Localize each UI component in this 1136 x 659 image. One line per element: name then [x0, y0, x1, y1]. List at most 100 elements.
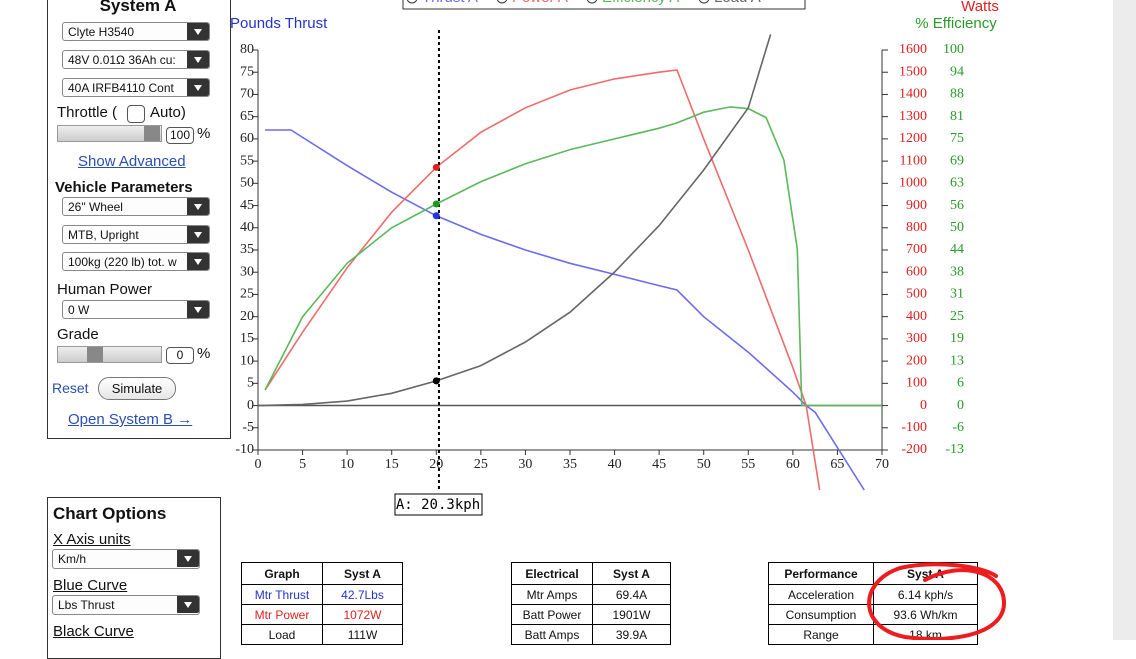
reset-link[interactable]: Reset — [52, 380, 89, 396]
table-cell: Mtr Thrust — [241, 584, 323, 605]
option-label: Black Curve — [53, 623, 134, 640]
select-arrow — [187, 51, 209, 68]
x-tick-label: 10 — [340, 457, 354, 472]
controller-select[interactable]: 40A IRFB4110 Cont — [62, 78, 210, 97]
frame-select[interactable]: MTB, Upright — [62, 225, 210, 244]
x-tick-label: 70 — [875, 457, 889, 472]
x-tick-label: 15 — [385, 457, 399, 472]
y2-tick-label: 200 — [906, 353, 927, 368]
x-units-select[interactable]: Km/h — [52, 549, 200, 569]
series-line — [257, 34, 772, 407]
wheel-select[interactable]: 26" Wheel — [62, 197, 210, 216]
y-tick-label: 40 — [240, 220, 254, 235]
series-line — [265, 129, 865, 491]
column-header: Graph — [241, 562, 323, 585]
chart-options-title: Chart Options — [53, 504, 167, 523]
motor-select[interactable]: Clyte H3540 — [62, 22, 210, 41]
slider-knob — [87, 347, 103, 362]
y3-tick-label: 69 — [950, 153, 964, 168]
table-row: Mtr Thrust 42.7Lbs — [241, 584, 403, 605]
simulate-button[interactable]: Simulate — [98, 377, 176, 400]
column-header: Syst A — [873, 562, 978, 585]
select-text: Clyte H3540 — [68, 25, 135, 39]
grade-input[interactable]: 0 — [166, 347, 194, 364]
throttle-input[interactable]: 100 — [166, 127, 194, 144]
y-tick-label: 65 — [240, 109, 254, 124]
legend-label: Thrust A — [422, 0, 478, 6]
y2-tick-label: 600 — [906, 264, 927, 279]
auto-checkbox[interactable] — [127, 105, 145, 123]
x-tick-label: 20 — [429, 457, 443, 472]
select-text: 26" Wheel — [68, 200, 123, 214]
y3-tick-label: 44 — [950, 242, 964, 257]
table-cell: 42.7Lbs — [322, 584, 403, 605]
y2-tick-label: 1000 — [899, 176, 927, 191]
table-row: Load 111W — [241, 624, 403, 645]
blue-curve-select[interactable]: Lbs Thrust — [52, 595, 200, 615]
results-table: Performance Syst A Acceleration 6.14 kph/s C… — [768, 562, 978, 645]
y-tick-label: 5 — [247, 376, 254, 391]
table-row: Mtr Power 1072W — [241, 604, 403, 625]
right-panel — [1113, 0, 1136, 640]
slider-knob — [144, 126, 160, 141]
cursor-label-box — [394, 493, 483, 516]
table-cell: 93.6 Wh/km — [873, 604, 978, 625]
select-text: Lbs Thrust — [58, 598, 115, 612]
y2-tick-label: 1300 — [899, 109, 927, 124]
option-label: Blue Curve — [53, 577, 128, 594]
select-text: 100kg (220 lb) tot. w — [68, 255, 177, 269]
series-line — [264, 69, 821, 491]
select-text: 0 W — [68, 303, 90, 317]
table-row: Batt Power 1901W — [511, 604, 671, 625]
y-tick-label: 15 — [240, 331, 254, 346]
weight-select[interactable]: 100kg (220 lb) tot. w — [62, 252, 210, 271]
y3-tick-label: 38 — [950, 264, 964, 279]
panel-title: System A — [99, 0, 177, 15]
y2-tick-label: 1500 — [899, 64, 927, 79]
y-tick-label: 80 — [240, 42, 254, 57]
y2-tick-label: 400 — [906, 309, 927, 324]
y3-tick-label: -6 — [952, 420, 964, 435]
y2-tick-label: 1600 — [899, 42, 927, 57]
y3-tick-label: 75 — [950, 131, 964, 146]
throttle-slider[interactable] — [57, 125, 162, 142]
select-arrow — [187, 253, 209, 270]
y2-axis-title: Watts — [961, 0, 999, 15]
human-power-select[interactable]: 0 W — [62, 300, 210, 319]
select-text: 40A IRFB4110 Cont — [68, 81, 174, 95]
battery-select[interactable]: 48V 0.01Ω 36Ah cu: — [62, 50, 210, 69]
show-advanced-link[interactable]: Show Advanced — [78, 153, 186, 170]
chart: Pounds Thrust Watts % Efficiency -10 -5 0 5… — [230, 0, 999, 516]
y-tick-label: 35 — [240, 242, 254, 257]
screen: Pounds Thrust Watts % Efficiency -10 -5 0 5… — [47, 0, 1136, 659]
y3-tick-label: 94 — [950, 64, 964, 79]
x-tick-label: 30 — [518, 457, 532, 472]
legend-symbol — [496, 0, 508, 4]
y3-tick-label: 63 — [950, 176, 964, 191]
legend-symbol — [406, 0, 418, 4]
y-tick-label: 55 — [240, 153, 254, 168]
x-tick-label: 65 — [830, 457, 844, 472]
y2-tick-label: 300 — [906, 331, 927, 346]
y2-tick-label: 1400 — [899, 87, 927, 102]
legend-label: Power A — [512, 0, 568, 6]
table-row: Graph Syst A — [241, 562, 403, 585]
option-label: X Axis units — [53, 531, 131, 548]
grade-slider[interactable] — [57, 346, 162, 363]
y3-tick-label: 88 — [950, 87, 964, 102]
y3-tick-label: 19 — [950, 331, 964, 346]
open-system-b-link[interactable]: Open System B → — [68, 411, 193, 428]
table-cell: Batt Power — [511, 604, 593, 625]
table-cell: 6.14 kph/s — [873, 584, 978, 605]
select-arrow — [177, 550, 199, 567]
throttle-label: Throttle ( — [57, 104, 118, 121]
table-cell: Consumption — [768, 604, 874, 625]
y-tick-label: 45 — [240, 198, 254, 213]
y-tick-label: 70 — [240, 87, 254, 102]
y-tick-label: 20 — [240, 309, 254, 324]
y3-tick-label: 31 — [950, 287, 964, 302]
legend-label: Load A — [714, 0, 761, 6]
y-tick-label: 50 — [240, 176, 254, 191]
y-tick-label: 30 — [240, 264, 254, 279]
legend-symbol — [586, 0, 598, 4]
